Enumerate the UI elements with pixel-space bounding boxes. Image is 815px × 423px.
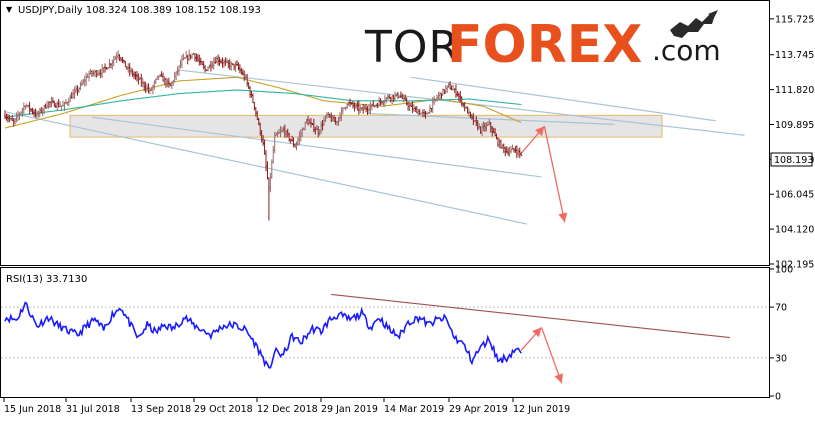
rsi-y-tick-label: 30	[775, 353, 787, 364]
x-tick-label: 14 Mar 2019	[384, 404, 444, 415]
x-tick-label: 29 Apr 2019	[449, 404, 508, 415]
instrument-info: USDJPY,Daily 108.324 108.389 108.152 108…	[18, 5, 261, 16]
x-tick-label: 29 Jan 2019	[321, 404, 378, 415]
y-tick-label: 102.195	[775, 260, 814, 271]
x-tick-label: 15 Jun 2018	[4, 404, 61, 415]
price-forecast-arrow-arrowhead	[535, 126, 545, 136]
trend-channel-line-4	[410, 76, 716, 122]
price-forecast-arrow-arrowhead	[558, 212, 568, 223]
price-badge: 108.193	[774, 155, 813, 166]
rsi-y-tick-label: 70	[775, 303, 787, 314]
x-tick-label: 29 Oct 2018	[194, 404, 253, 415]
rsi-y-tick-label: 0	[775, 392, 781, 403]
y-tick-label: 111.820	[775, 85, 814, 96]
logo-main: FOREX	[447, 15, 642, 75]
rsi-line	[4, 301, 522, 369]
rsi-resistance-line	[331, 293, 731, 339]
y-tick-label: 113.745	[775, 50, 814, 61]
rsi-forecast-arrow-segment	[540, 327, 563, 384]
logo-prefix: TOR	[364, 22, 460, 73]
x-tick-label: 13 Sep 2018	[131, 404, 191, 415]
trend-channel-line-1	[91, 116, 542, 178]
header-triangle-icon: ▼	[6, 5, 13, 14]
logo-suffix: .com	[652, 34, 721, 67]
y-tick-label: 115.725	[775, 14, 814, 25]
price-forecast-arrow-segment	[543, 126, 566, 223]
x-tick-label: 12 Jun 2019	[513, 404, 570, 415]
y-tick-label: 106.045	[775, 190, 814, 201]
x-tick-label: 31 Jul 2018	[66, 404, 120, 415]
rsi-forecast-arrow-arrowhead	[532, 327, 542, 338]
torforex-logo: TOR FOREX .com	[364, 10, 721, 75]
rsi-y-tick-label: 100	[775, 265, 793, 276]
rsi-label: RSI(13) 33.7130	[6, 274, 87, 285]
x-tick-label: 12 Dec 2018	[257, 404, 318, 415]
rsi-pane[interactable]	[0, 267, 770, 398]
y-tick-label: 104.120	[775, 225, 814, 236]
trend-channel-line-3	[367, 112, 615, 125]
bull-logo-icon	[670, 10, 718, 38]
price-badge-box	[770, 152, 813, 167]
y-tick-label: 109.895	[775, 120, 814, 131]
rsi-forecast-arrow-arrowhead	[554, 373, 563, 384]
